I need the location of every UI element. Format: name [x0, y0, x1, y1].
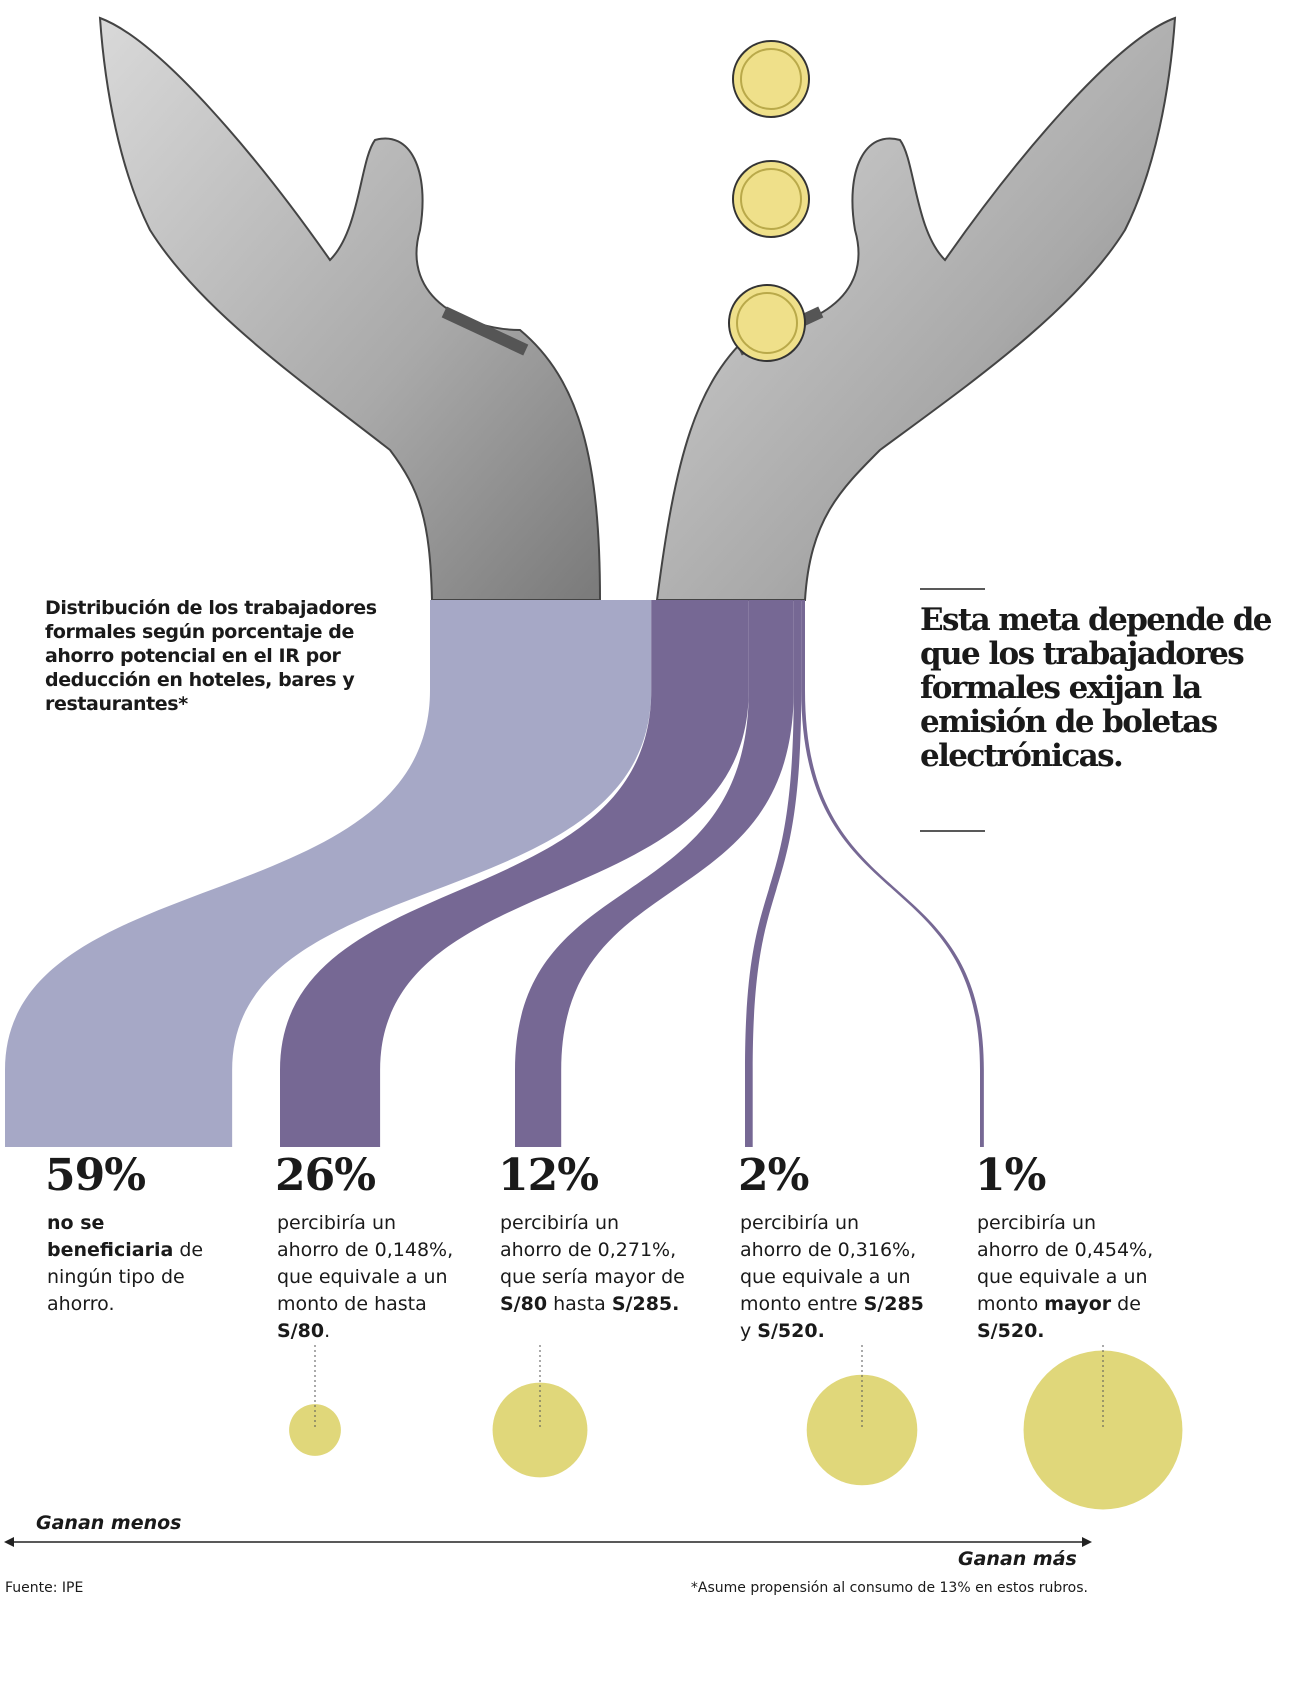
page: Distribución de los trabajadores formale…: [0, 0, 1291, 1704]
description-text: .: [324, 1320, 330, 1342]
value-label: 26%: [275, 1150, 375, 1201]
description-text: S/80: [277, 1320, 324, 1342]
hands-illustration: [100, 18, 1175, 600]
description-text: y: [740, 1320, 757, 1342]
callout: Esta meta depende de que los trabajadore…: [920, 603, 1291, 773]
description-text: 0,148%: [375, 1239, 447, 1261]
description-text: hasta: [547, 1293, 612, 1315]
footnote: *Asume propensión al consumo de 13% en e…: [691, 1580, 1088, 1596]
x-label-left: Ganan menos: [36, 1512, 181, 1534]
description-text: mayor: [1044, 1293, 1111, 1315]
description-text: S/285: [864, 1293, 924, 1315]
coins: [729, 41, 809, 361]
description-text: S/520.: [977, 1320, 1045, 1342]
value-label: 59%: [45, 1150, 145, 1201]
x-label-right: Ganan más: [958, 1548, 1077, 1570]
description-text: 0,454%: [1075, 1239, 1147, 1261]
description: percibiría un ahorro de 0,316%, que equi…: [740, 1210, 925, 1345]
income-axis: [4, 1537, 1092, 1547]
description: percibiría un ahorro de 0,271%, que serí…: [500, 1210, 685, 1318]
source: Fuente: IPE: [5, 1580, 83, 1596]
description-text: no se beneficiaria: [47, 1212, 173, 1261]
description-text: 0,271%: [598, 1239, 670, 1261]
description: no se beneficiaria de ningún tipo de aho…: [47, 1210, 232, 1318]
description-text: 0,316%: [838, 1239, 910, 1261]
description: percibiría un ahorro de 0,148%, que equi…: [277, 1210, 462, 1345]
description-text: de: [1111, 1293, 1141, 1315]
description-text: S/520.: [757, 1320, 825, 1342]
value-label: 12%: [498, 1150, 598, 1201]
description-text: S/285.: [612, 1293, 680, 1315]
chart-title: Distribución de los trabajadores formale…: [45, 596, 395, 716]
description: percibiría un ahorro de 0,454%, que equi…: [977, 1210, 1162, 1345]
description-text: S/80: [500, 1293, 547, 1315]
value-label: 2%: [738, 1150, 808, 1201]
value-label: 1%: [975, 1150, 1045, 1201]
chart: [0, 0, 1291, 1704]
